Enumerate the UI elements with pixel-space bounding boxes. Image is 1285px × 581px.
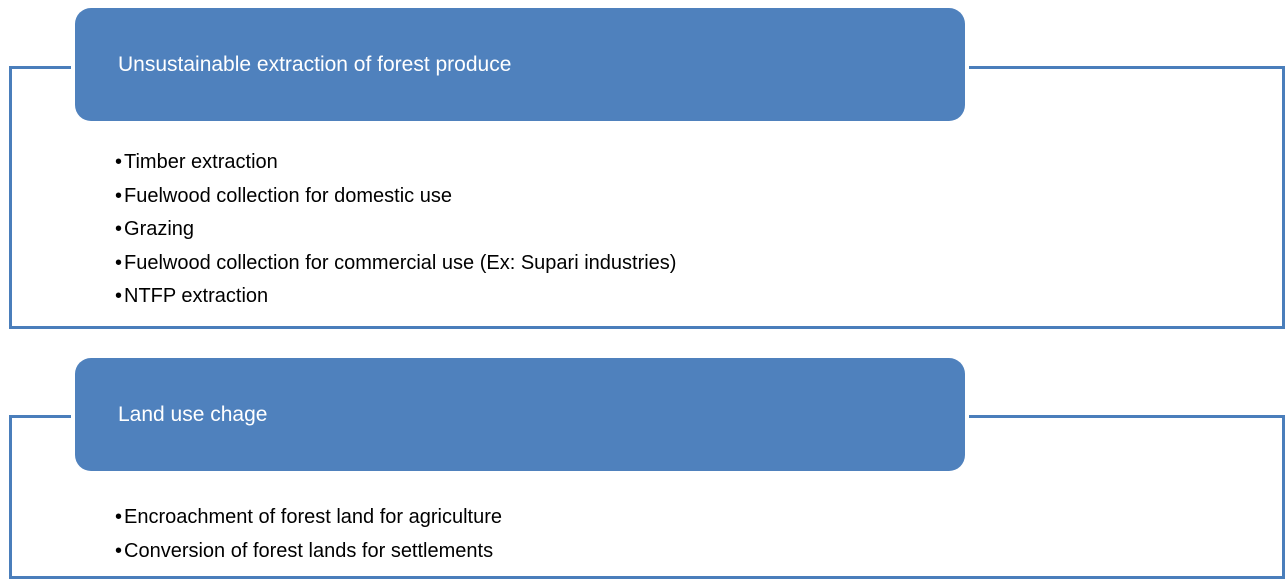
bullet-item: Fuelwood collection for commercial use (… [115,247,676,281]
bullet-item: Grazing [115,213,676,247]
bullet-item: Fuelwood collection for domestic use [115,180,676,214]
group-header: Unsustainable extraction of forest produ… [75,8,965,121]
bullet-item: Timber extraction [115,146,676,180]
bullet-item: Encroachment of forest land for agricult… [115,501,502,535]
bullet-list: Timber extractionFuelwood collection for… [115,146,676,314]
group-header: Land use chage [75,358,965,471]
bullet-list: Encroachment of forest land for agricult… [115,501,502,568]
bullet-item: NTFP extraction [115,280,676,314]
bullet-item: Conversion of forest lands for settlemen… [115,535,502,569]
